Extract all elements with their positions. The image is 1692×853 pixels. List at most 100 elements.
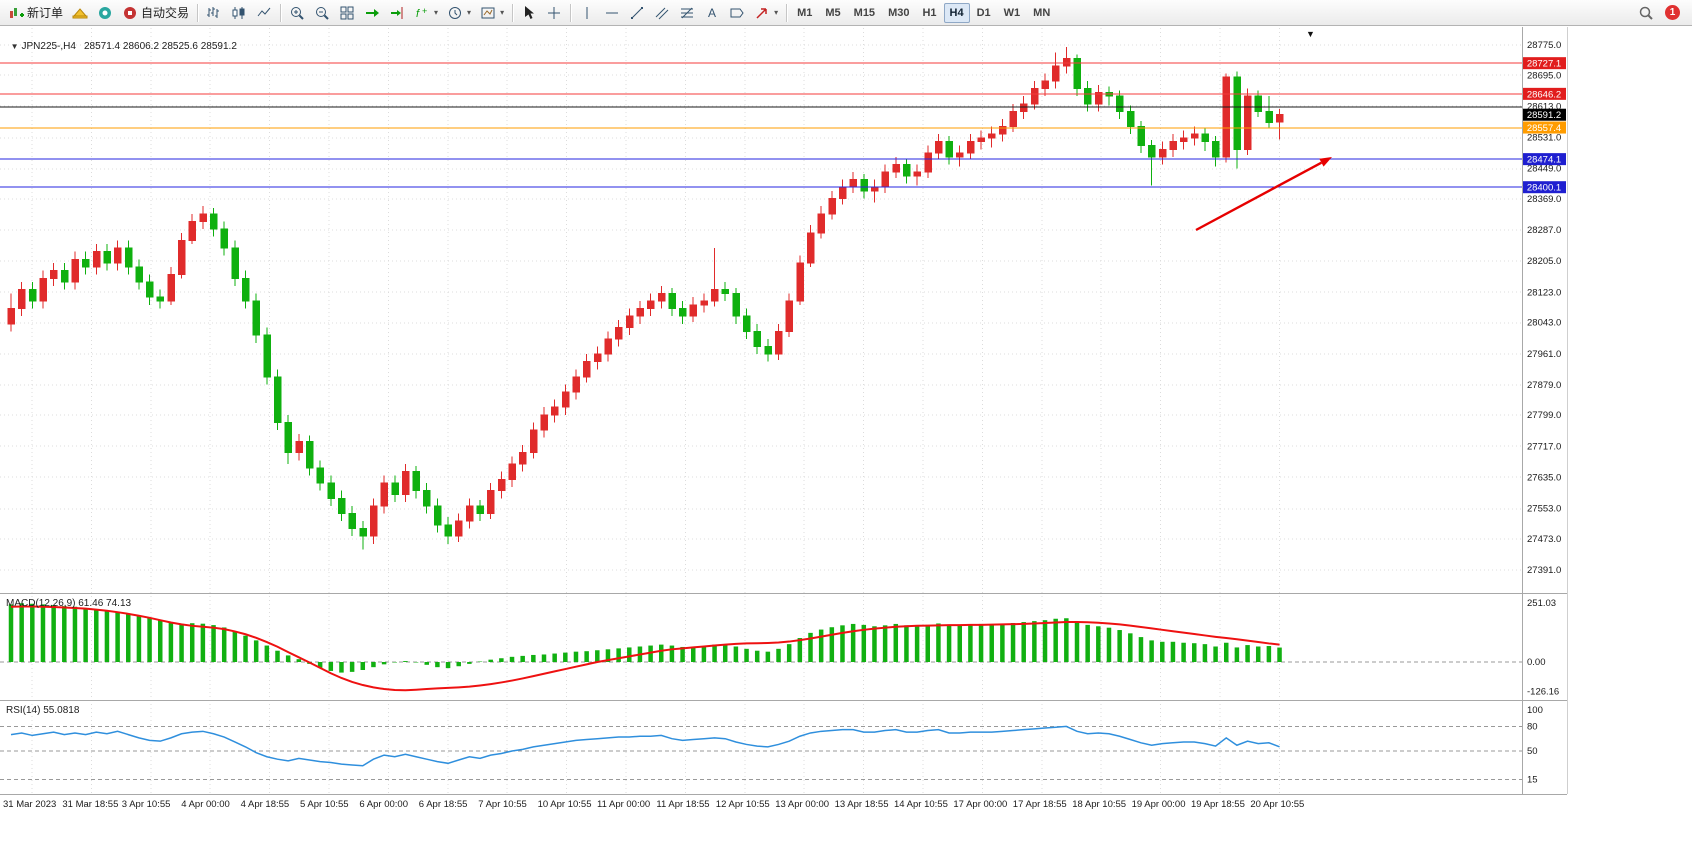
metaeditor-icon [72, 5, 88, 21]
horizontal-line-icon [604, 5, 620, 21]
toolbar-separator [570, 3, 572, 22]
price-label-chip: 28557.4 [1523, 121, 1566, 134]
svg-text:+: + [422, 6, 427, 16]
svg-text:20 Apr 10:55: 20 Apr 10:55 [1250, 799, 1304, 810]
svg-text:f: f [416, 8, 420, 20]
candlestick-chart-button[interactable] [227, 2, 251, 24]
timeframe-m1-button[interactable]: M1 [791, 3, 818, 23]
svg-text:27553.0: 27553.0 [1527, 504, 1561, 515]
svg-text:3 Apr 10:55: 3 Apr 10:55 [122, 799, 171, 810]
vertical-line-tool-button[interactable] [575, 2, 599, 24]
metaeditor-button[interactable] [68, 2, 92, 24]
fibonacci-tool-button[interactable] [675, 2, 699, 24]
line-chart-button[interactable] [252, 2, 276, 24]
notification-badge[interactable]: 1 [1665, 5, 1680, 20]
rsi-line [10, 725, 1280, 767]
svg-text:28531.0: 28531.0 [1527, 133, 1561, 144]
chart-symbol-period: JPN225-,H4 [21, 41, 76, 52]
grid-lines [0, 28, 1522, 793]
chart-shift-button[interactable] [385, 2, 409, 24]
timeframe-m15-button[interactable]: M15 [848, 3, 881, 23]
cursor-icon [521, 5, 537, 21]
auto-trading-label: 自动交易 [141, 6, 190, 20]
oneclick-collapse-icon[interactable]: ▼ [10, 42, 19, 51]
macd-histogram [8, 603, 1282, 673]
svg-text:27961.0: 27961.0 [1527, 349, 1561, 360]
toolbar-separator [786, 3, 788, 22]
timeframe-d1-button[interactable]: D1 [971, 3, 997, 23]
svg-text:17 Apr 18:55: 17 Apr 18:55 [1013, 799, 1067, 810]
svg-text:17 Apr 00:00: 17 Apr 00:00 [953, 799, 1007, 810]
svg-text:28613.0: 28613.0 [1527, 101, 1561, 112]
scroll-anchor-marker-icon[interactable]: ▼ [1306, 29, 1315, 39]
channel-tool-button[interactable] [650, 2, 674, 24]
svg-text:27799.0: 27799.0 [1527, 410, 1561, 421]
timeframe-m5-button[interactable]: M5 [819, 3, 846, 23]
auto-scroll-icon [364, 5, 380, 21]
indicators-icon: f + [414, 5, 430, 21]
templates-button[interactable]: ▾ [476, 2, 508, 24]
svg-text:31 Mar 2023: 31 Mar 2023 [3, 799, 56, 810]
svg-text:28591.2: 28591.2 [1527, 110, 1561, 121]
arrow-shapes-icon [754, 5, 770, 21]
svg-text:28123.0: 28123.0 [1527, 287, 1561, 298]
price-label-chip: 28474.1 [1523, 153, 1566, 166]
label-tool-button[interactable] [725, 2, 749, 24]
trend-arrow-annotation[interactable] [1195, 157, 1332, 232]
svg-text:28369.0: 28369.0 [1527, 194, 1561, 205]
periods-button[interactable]: ▾ [443, 2, 475, 24]
timeframe-h4-button[interactable]: H4 [943, 2, 970, 23]
new-order-button[interactable]: 新订单 [4, 2, 67, 24]
svg-text:80: 80 [1527, 721, 1538, 732]
indicators-button[interactable]: f + ▾ [410, 2, 442, 24]
svg-text:18 Apr 10:55: 18 Apr 10:55 [1072, 799, 1126, 810]
timeframe-w1-button[interactable]: W1 [998, 3, 1027, 23]
svg-text:28400.1: 28400.1 [1527, 183, 1561, 194]
svg-text:27473.0: 27473.0 [1527, 534, 1561, 545]
crosshair-button[interactable] [542, 2, 566, 24]
trendline-tool-button[interactable] [625, 2, 649, 24]
svg-text:6 Apr 18:55: 6 Apr 18:55 [419, 799, 468, 810]
tile-windows-button[interactable] [335, 2, 359, 24]
vertical-line-icon [579, 5, 595, 21]
market-watch-button[interactable] [93, 2, 117, 24]
zoom-out-button[interactable] [310, 2, 334, 24]
auto-scroll-button[interactable] [360, 2, 384, 24]
pane-dividers[interactable] [0, 27, 1568, 795]
bar-chart-icon [206, 5, 222, 21]
svg-text:27635.0: 27635.0 [1527, 472, 1561, 483]
line-chart-icon [256, 5, 272, 21]
svg-text:28205.0: 28205.0 [1527, 256, 1561, 267]
timeframe-mn-button[interactable]: MN [1027, 3, 1056, 23]
search-button[interactable] [1634, 2, 1658, 24]
horizontal-line-objects[interactable] [0, 62, 1522, 188]
zoom-in-button[interactable] [285, 2, 309, 24]
svg-text:31 Mar 18:55: 31 Mar 18:55 [62, 799, 118, 810]
svg-text:19 Apr 18:55: 19 Apr 18:55 [1191, 799, 1245, 810]
new-order-label: 新订单 [27, 6, 64, 20]
svg-text:4 Apr 18:55: 4 Apr 18:55 [241, 799, 290, 810]
auto-trading-button[interactable]: 自动交易 [118, 2, 193, 24]
arrows-tool-button[interactable]: ▾ [750, 2, 782, 24]
svg-text:251.03: 251.03 [1527, 598, 1556, 609]
horizontal-line-tool-button[interactable] [600, 2, 624, 24]
toolbar-separator [512, 3, 514, 22]
timeframe-m30-button[interactable]: M30 [882, 3, 915, 23]
text-tool-button[interactable]: A [700, 2, 724, 24]
main-toolbar: 新订单 自动交易 f + ▾ ▾ ▾ A ▾ M1 M5 M15 [0, 0, 1692, 26]
dropdown-caret-icon: ▾ [467, 8, 472, 17]
time-axis-labels: 31 Mar 2023 31 Mar 18:55 3 Apr 10:55 4 Apr … [3, 799, 1304, 810]
svg-text:28557.4: 28557.4 [1527, 123, 1561, 134]
svg-text:13 Apr 00:00: 13 Apr 00:00 [775, 799, 829, 810]
tile-windows-icon [339, 5, 355, 21]
timeframe-h1-button[interactable]: H1 [916, 3, 942, 23]
trendline-icon [629, 5, 645, 21]
svg-text:10 Apr 10:55: 10 Apr 10:55 [538, 799, 592, 810]
svg-text:19 Apr 00:00: 19 Apr 00:00 [1132, 799, 1186, 810]
svg-text:27717.0: 27717.0 [1527, 441, 1561, 452]
cursor-button[interactable] [517, 2, 541, 24]
toolbar-separator [280, 3, 282, 22]
svg-text:27391.0: 27391.0 [1527, 565, 1561, 576]
bar-chart-button[interactable] [202, 2, 226, 24]
